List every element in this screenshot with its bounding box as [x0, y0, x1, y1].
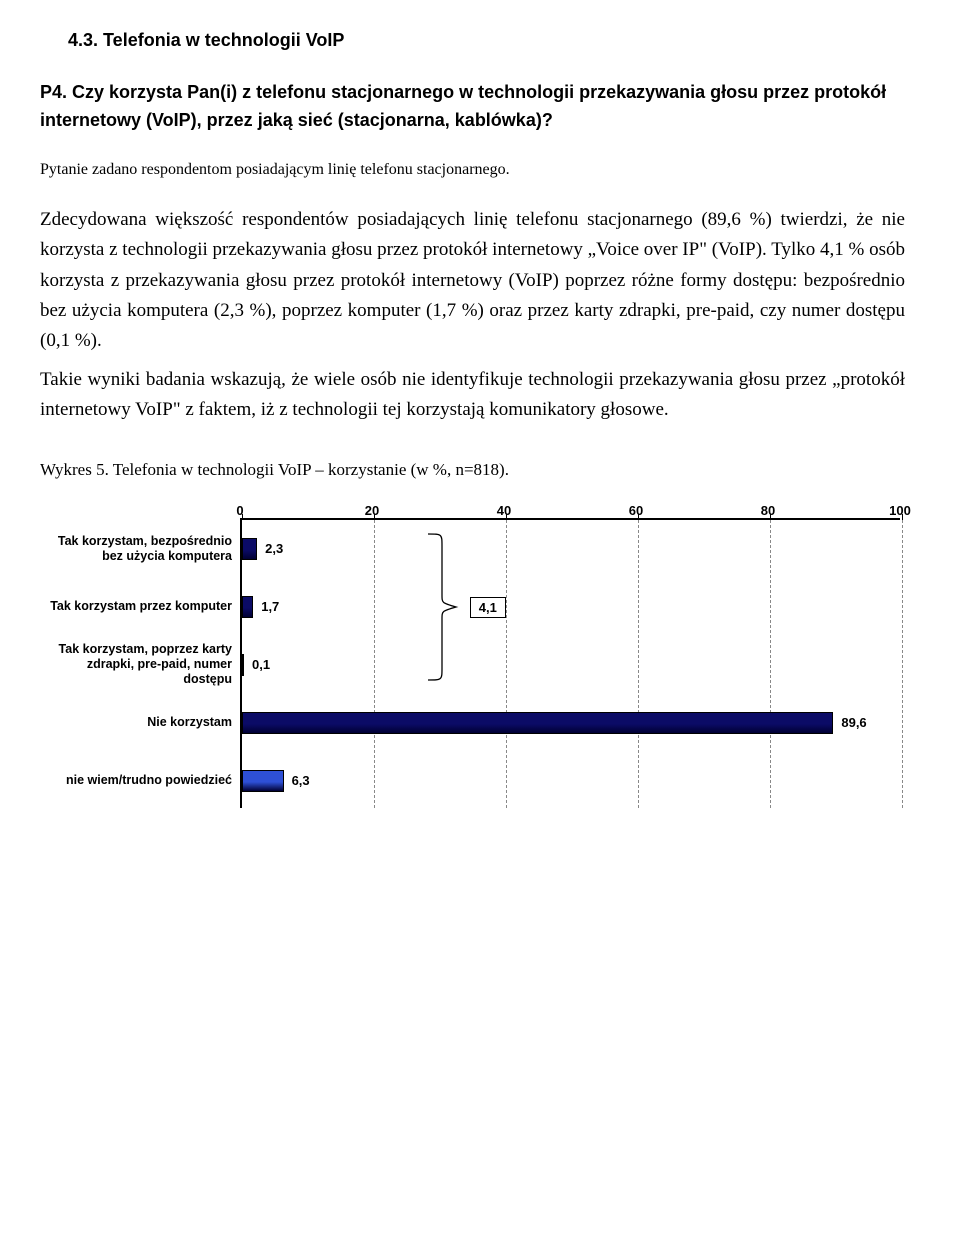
bar	[242, 538, 257, 560]
bar-value-label: 2,3	[257, 538, 283, 560]
chart-rows: Tak korzystam, bezpośrednio bez użycia k…	[242, 520, 900, 810]
axis-tick-mark	[770, 514, 771, 520]
x-axis-tick: 40	[497, 503, 511, 518]
chart-row-label: nie wiem/trudno powiedzieć	[42, 773, 242, 788]
chart-row: Nie korzystam89,6	[242, 694, 900, 752]
gridline	[902, 520, 903, 808]
axis-tick-mark	[506, 514, 507, 520]
bar-track: 0,1	[242, 654, 900, 676]
chart-row: nie wiem/trudno powiedzieć6,3	[242, 752, 900, 810]
chart-row: Tak korzystam, bezpośrednio bez użycia k…	[242, 520, 900, 578]
axis-tick-mark	[638, 514, 639, 520]
bar	[242, 596, 253, 618]
bar-value-label: 89,6	[833, 712, 866, 734]
document-page: 4.3. Telefonia w technologii VoIP P4. Cz…	[0, 0, 960, 848]
chart-row-label: Tak korzystam przez komputer	[42, 599, 242, 614]
x-axis-tick: 20	[365, 503, 379, 518]
section-heading: 4.3. Telefonia w technologii VoIP	[68, 30, 905, 51]
bar	[242, 770, 284, 792]
chart-plot-area: Tak korzystam, bezpośrednio bez użycia k…	[240, 518, 900, 808]
chart-row-label: Tak korzystam, poprzez karty zdrapki, pr…	[42, 642, 242, 687]
bar-value-label: 6,3	[284, 770, 310, 792]
chart-row: Tak korzystam przez komputer1,7	[242, 578, 900, 636]
chart-row-label: Nie korzystam	[42, 715, 242, 730]
x-axis-tick: 80	[761, 503, 775, 518]
bar	[242, 712, 833, 734]
paragraph-1: Zdecydowana większość respondentów posia…	[40, 205, 905, 357]
bar-track: 1,7	[242, 596, 900, 618]
chart-row: Tak korzystam, poprzez karty zdrapki, pr…	[242, 636, 900, 694]
voip-chart: 020406080100 Tak korzystam, bezpośrednio…	[40, 496, 900, 808]
bar-track: 89,6	[242, 712, 900, 734]
question-text: P4. Czy korzysta Pan(i) z telefonu stacj…	[40, 79, 905, 135]
paragraph-2: Takie wyniki badania wskazują, że wiele …	[40, 365, 905, 426]
chart-row-label: Tak korzystam, bezpośrednio bez użycia k…	[42, 534, 242, 564]
brace-total-label: 4,1	[470, 597, 506, 618]
bar-value-label: 1,7	[253, 596, 279, 618]
bar-value-label: 0,1	[244, 654, 270, 676]
bar-track: 6,3	[242, 770, 900, 792]
axis-tick-mark	[242, 514, 243, 520]
axis-tick-mark	[902, 514, 903, 520]
axis-tick-mark	[374, 514, 375, 520]
x-axis-tick: 100	[889, 503, 911, 518]
question-note: Pytanie zadano respondentom posiadającym…	[40, 161, 905, 179]
bar-track: 2,3	[242, 538, 900, 560]
x-axis: 020406080100	[240, 496, 900, 518]
chart-caption: Wykres 5. Telefonia w technologii VoIP –…	[40, 460, 905, 480]
x-axis-tick: 60	[629, 503, 643, 518]
